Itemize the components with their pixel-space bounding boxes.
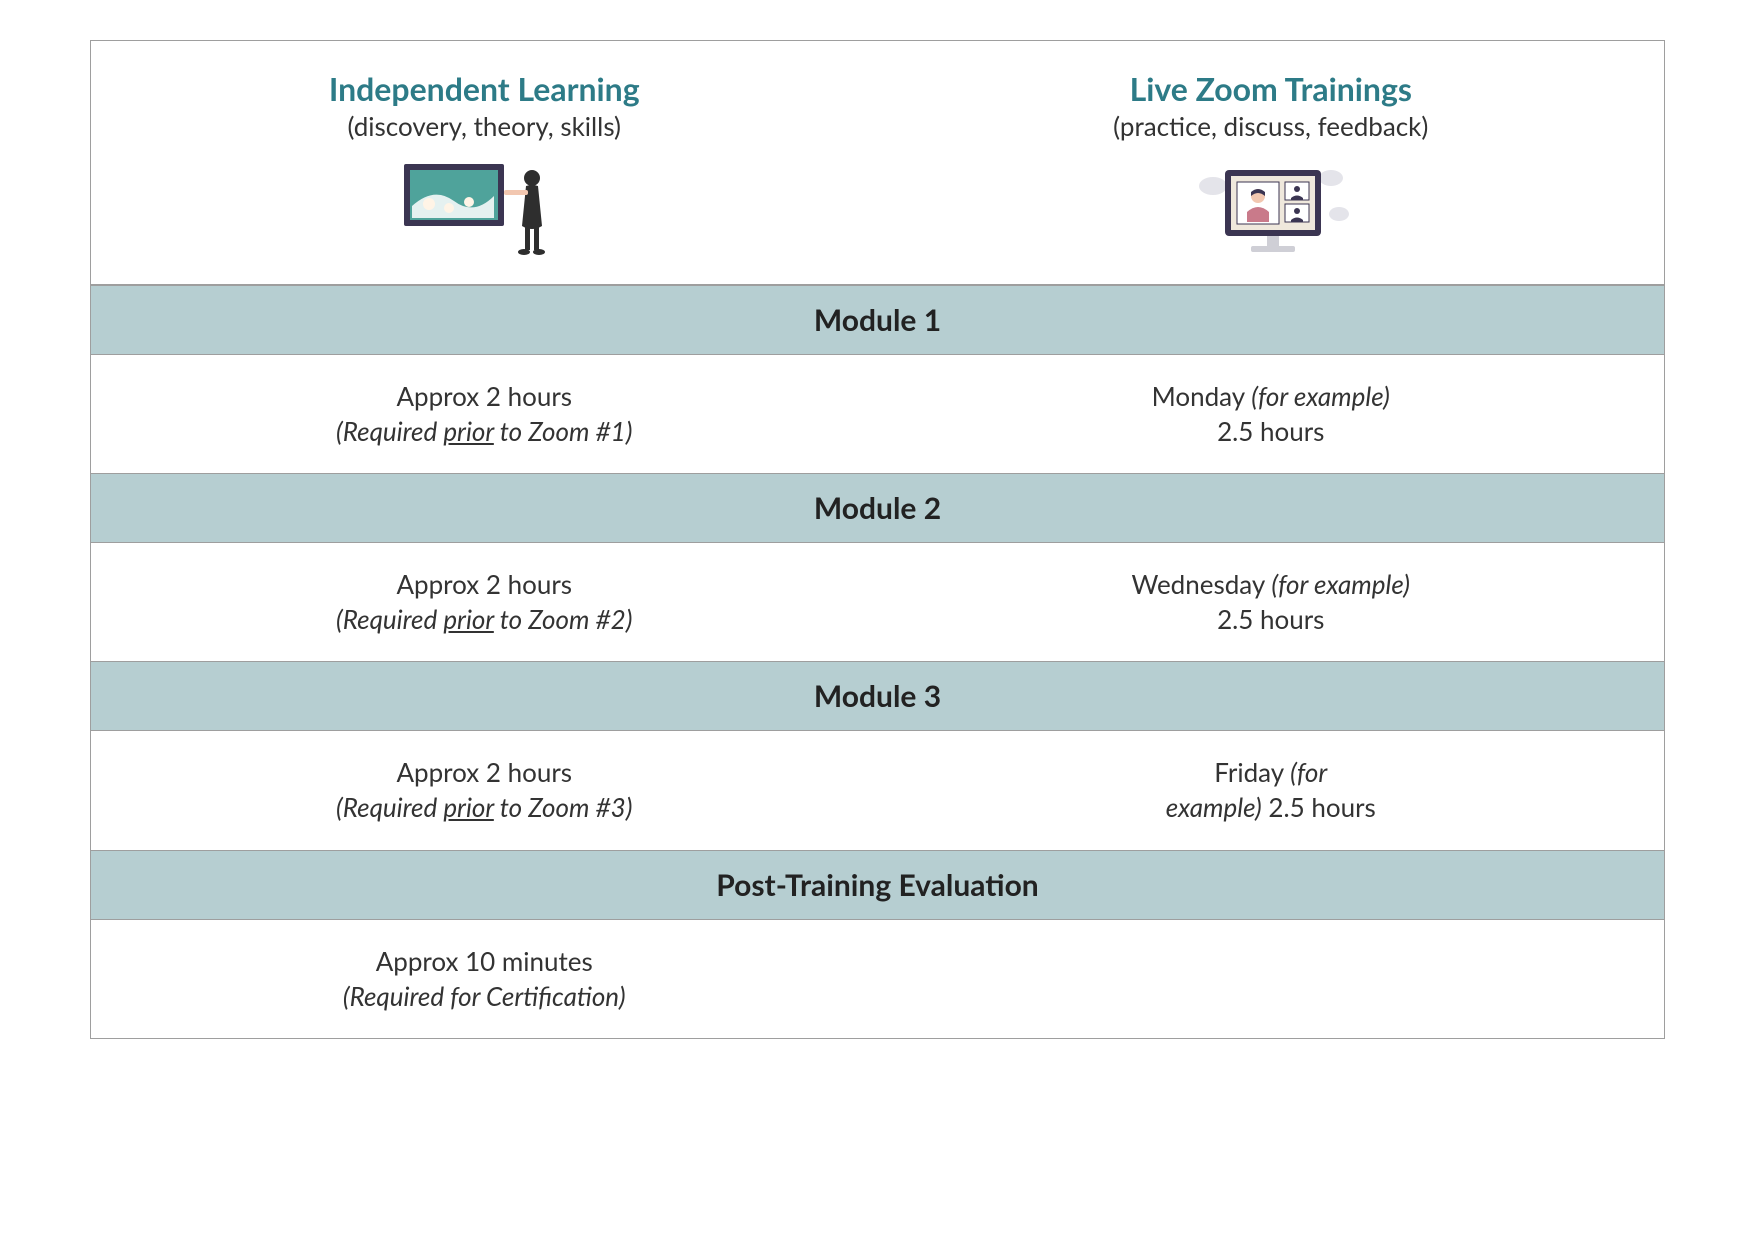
post-training-independent: Approx 10 minutes (Required for Certific…: [91, 920, 878, 1038]
module-3-left-duration: Approx 2 hours: [131, 755, 838, 790]
post-training-live-empty: [878, 920, 1665, 1038]
post-training-requirement: (Required for Certification): [131, 979, 838, 1014]
module-2-left-requirement: (Required prior to Zoom #2): [131, 602, 838, 637]
module-2-right-duration: 2.5 hours: [918, 602, 1625, 637]
module-1-left-duration: Approx 2 hours: [131, 379, 838, 414]
post-training-duration: Approx 10 minutes: [131, 944, 838, 979]
live-zoom-title: Live Zoom Trainings: [890, 69, 1653, 108]
independent-learning-title: Independent Learning: [103, 69, 866, 108]
module-3-right-day: Friday (for: [918, 755, 1625, 790]
training-schedule-table: Independent Learning (discovery, theory,…: [90, 40, 1665, 1039]
module-1-right-day: Monday (for example): [918, 379, 1625, 414]
header-independent-learning: Independent Learning (discovery, theory,…: [91, 41, 878, 284]
header-row: Independent Learning (discovery, theory,…: [91, 41, 1664, 285]
module-2-left-duration: Approx 2 hours: [131, 567, 838, 602]
module-3-independent: Approx 2 hours (Required prior to Zoom #…: [91, 731, 878, 849]
module-2-header: Module 2: [91, 473, 1664, 543]
person-viewing-screen-icon: [103, 156, 866, 266]
module-1-right-duration: 2.5 hours: [918, 414, 1625, 449]
module-2-live: Wednesday (for example) 2.5 hours: [878, 543, 1665, 661]
independent-learning-subtitle: (discovery, theory, skills): [103, 110, 866, 142]
module-1-left-requirement: (Required prior to Zoom #1): [131, 414, 838, 449]
module-1-header: Module 1: [91, 285, 1664, 355]
module-3-right-duration: example) 2.5 hours: [918, 790, 1625, 825]
module-1-row: Approx 2 hours (Required prior to Zoom #…: [91, 355, 1664, 473]
post-training-row: Approx 10 minutes (Required for Certific…: [91, 920, 1664, 1038]
module-3-live: Friday (for example) 2.5 hours: [878, 731, 1665, 849]
post-training-header: Post-Training Evaluation: [91, 850, 1664, 920]
computer-zoom-icon: [890, 156, 1653, 266]
module-2-independent: Approx 2 hours (Required prior to Zoom #…: [91, 543, 878, 661]
header-live-zoom: Live Zoom Trainings (practice, discuss, …: [878, 41, 1665, 284]
live-zoom-subtitle: (practice, discuss, feedback): [890, 110, 1653, 142]
module-2-row: Approx 2 hours (Required prior to Zoom #…: [91, 543, 1664, 661]
module-1-live: Monday (for example) 2.5 hours: [878, 355, 1665, 473]
module-3-left-requirement: (Required prior to Zoom #3): [131, 790, 838, 825]
module-2-right-day: Wednesday (for example): [918, 567, 1625, 602]
module-3-header: Module 3: [91, 661, 1664, 731]
module-1-independent: Approx 2 hours (Required prior to Zoom #…: [91, 355, 878, 473]
module-3-row: Approx 2 hours (Required prior to Zoom #…: [91, 731, 1664, 849]
